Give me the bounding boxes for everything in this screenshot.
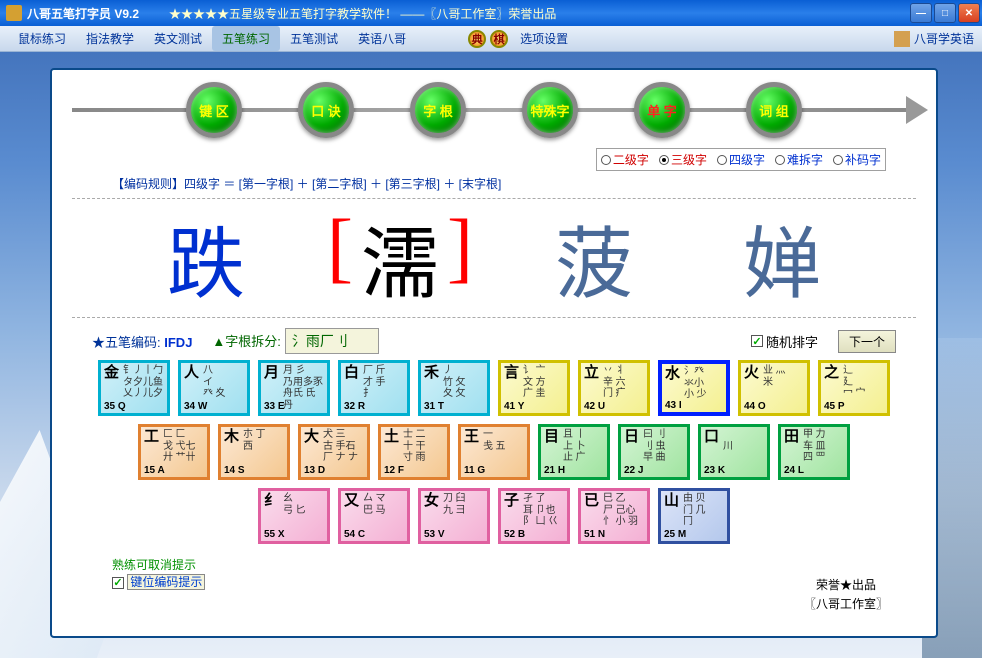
key-L[interactable]: 田甲 力车 皿四 罒24 L (778, 424, 850, 480)
menu-right[interactable]: 八哥学英语 (894, 30, 974, 47)
key-V[interactable]: 女刀 臼九 彐53 V (418, 488, 490, 544)
key-Q[interactable]: 金钅丿丨勹タ夕儿鱼乂丿儿夕35 Q (98, 360, 170, 416)
key-G[interactable]: 王一戋 五11 G (458, 424, 530, 480)
wubi-code-label: ★五笔编码: IFDJ (92, 332, 192, 351)
menubar: 鼠标练习指法教学英文测试五笔练习五笔测试英语八哥 典 棋 选项设置 八哥学英语 (0, 26, 982, 52)
close-button[interactable]: ✕ (958, 3, 980, 23)
key-A[interactable]: 工匚 匚戈 弋七廾 艹卄15 A (138, 424, 210, 480)
keypos-hint-toggle[interactable]: 键位编码提示 (127, 574, 205, 590)
wubi-keyboard: 金钅丿丨勹タ夕儿鱼乂丿儿夕35 Q人八イ癶 夊34 W月月 彡乃用多豕舟氏 氏丹… (52, 360, 936, 544)
app-title: 八哥五笔打字员 V9.2 (27, 5, 139, 22)
radio-2[interactable]: 四级字 (717, 151, 765, 168)
menu-item-2[interactable]: 英文测试 (144, 26, 212, 51)
key-T[interactable]: 禾丿竹 攵夂 攵31 T (418, 360, 490, 416)
menu-item-3[interactable]: 五笔练习 (212, 26, 280, 51)
key-F[interactable]: 土士 二十 干寸 雨12 F (378, 424, 450, 480)
qi-icon[interactable]: 棋 (490, 30, 508, 48)
practice-char-1: 濡 (355, 202, 445, 314)
dian-icon[interactable]: 典 (468, 30, 486, 48)
key-I[interactable]: 水氵癶氺小小 少43 I (658, 360, 730, 416)
menu-item-5[interactable]: 英语八哥 (348, 26, 416, 51)
titlebar: 八哥五笔打字员 V9.2 ★★★★★五星级专业五笔打字教学软件！ ——〖八哥工作… (0, 0, 982, 26)
key-D[interactable]: 大犬 三古 手石厂 ナ ナ13 D (298, 424, 370, 480)
key-E[interactable]: 月月 彡乃用多豕舟氏 氏丹33 E (258, 360, 330, 416)
practice-char-3: 婵 (743, 202, 821, 314)
maximize-button[interactable]: □ (934, 3, 956, 23)
nav-orb-5[interactable]: 词 组 (746, 82, 802, 138)
arrow-icon (906, 96, 928, 124)
radio-1[interactable]: 三级字 (659, 151, 707, 168)
key-O[interactable]: 火业 灬米44 O (738, 360, 810, 416)
key-H[interactable]: 目且 丨上 卜止 广21 H (538, 424, 610, 480)
menu-item-0[interactable]: 鼠标练习 (8, 26, 76, 51)
key-M[interactable]: 山由 贝门 几冂25 M (658, 488, 730, 544)
key-K[interactable]: 口川23 K (698, 424, 770, 480)
menu-item-4[interactable]: 五笔测试 (280, 26, 348, 51)
key-Y[interactable]: 言讠 亠文 方广 圭41 Y (498, 360, 570, 416)
menu-item-1[interactable]: 指法教学 (76, 26, 144, 51)
nav-orb-0[interactable]: 键 区 (186, 82, 242, 138)
char-display: 跌濡菠婵 (72, 198, 916, 318)
key-N[interactable]: 已巳 乙尸 己心忄 小 羽51 N (578, 488, 650, 544)
key-W[interactable]: 人八イ癶 夊34 W (178, 360, 250, 416)
radio-3[interactable]: 难拆字 (775, 151, 823, 168)
random-checkbox[interactable]: ✓随机排字 (751, 332, 818, 351)
level-radios: 二级字三级字四级字难拆字补码字 (596, 148, 886, 171)
radio-4[interactable]: 补码字 (833, 151, 881, 168)
practice-char-0: 跌 (167, 202, 245, 314)
nav-orb-1[interactable]: 口 诀 (298, 82, 354, 138)
nav-orb-3[interactable]: 特殊字 (522, 82, 578, 138)
avatar-icon (894, 31, 910, 47)
key-P[interactable]: 之辶廴冖 宀45 P (818, 360, 890, 416)
hint-area: 熟练可取消提示 ✓ 键位编码提示 (52, 552, 265, 594)
main-panel: 键 区口 诀字 根特殊字单 字词 组 二级字三级字四级字难拆字补码字 【编码规则… (50, 68, 938, 638)
app-icon (6, 5, 22, 21)
nav-orbs: 键 区口 诀字 根特殊字单 字词 组 (52, 74, 936, 146)
credit: 荣誉★出品 〖八哥工作室〗 (804, 576, 888, 614)
nav-orb-4[interactable]: 单 字 (634, 82, 690, 138)
encoding-rule: 【编码规则】四级字 ＝ [第一字根] ＋ [第二字根] ＋ [第三字根] ＋ [… (52, 173, 936, 194)
key-X[interactable]: 纟幺弓 匕55 X (258, 488, 330, 544)
key-S[interactable]: 木朩 丁西14 S (218, 424, 290, 480)
key-B[interactable]: 子孑 了耳 卩也阝 凵 巜52 B (498, 488, 570, 544)
minimize-button[interactable]: — (910, 3, 932, 23)
key-J[interactable]: 日曰 刂刂 虫早 曲22 J (618, 424, 690, 480)
key-R[interactable]: 白厂 斤才 手扌32 R (338, 360, 410, 416)
app-subtitle: ★★★★★五星级专业五笔打字教学软件！ ——〖八哥工作室〗荣誉出品 (169, 5, 556, 22)
practice-char-2: 菠 (555, 202, 633, 314)
radio-0[interactable]: 二级字 (601, 151, 649, 168)
nav-orb-2[interactable]: 字 根 (410, 82, 466, 138)
key-U[interactable]: 立丷 丬辛 六门 疒42 U (578, 360, 650, 416)
menu-options[interactable]: 选项设置 (510, 26, 578, 51)
key-C[interactable]: 又厶 マ巴 马54 C (338, 488, 410, 544)
radical-split-label: ▲字根拆分:氵雨厂刂 (212, 328, 378, 354)
next-button[interactable]: 下一个 (838, 330, 896, 353)
